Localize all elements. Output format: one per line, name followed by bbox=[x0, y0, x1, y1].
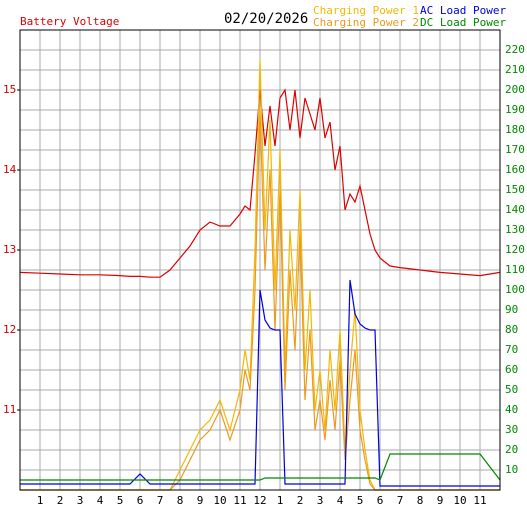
x-tick-label: 7 bbox=[157, 494, 164, 507]
x-tick-label: 3 bbox=[317, 494, 324, 507]
series-line bbox=[19, 88, 501, 278]
y-tick-label: 15 bbox=[3, 83, 16, 96]
y-tick-label: 14 bbox=[3, 163, 17, 176]
legend-label: AC Load Power bbox=[420, 4, 506, 17]
x-tick-label: 9 bbox=[197, 494, 204, 507]
x-tick-label: 1 bbox=[277, 494, 284, 507]
y2-tick-label: 40 bbox=[505, 403, 518, 416]
y2-tick-label: 150 bbox=[505, 183, 525, 196]
x-tick-label: 7 bbox=[397, 494, 404, 507]
x-tick-label: 1 bbox=[37, 494, 44, 507]
legend-label: Charging Power 1 bbox=[313, 4, 419, 17]
x-tick-label: 2 bbox=[297, 494, 304, 507]
chart-title: 02/20/2026 bbox=[224, 11, 308, 27]
legend-label: DC Load Power bbox=[420, 16, 506, 29]
y2-tick-label: 140 bbox=[505, 203, 525, 216]
y-tick-label: 13 bbox=[3, 243, 16, 256]
x-tick-label: 2 bbox=[57, 494, 64, 507]
x-tick-label: 6 bbox=[377, 494, 384, 507]
y2-tick-label: 70 bbox=[505, 343, 518, 356]
y2-tick-label: 190 bbox=[505, 103, 525, 116]
y2-tick-label: 120 bbox=[505, 243, 525, 256]
y-tick-label: 11 bbox=[3, 403, 16, 416]
x-tick-label: 5 bbox=[117, 494, 124, 507]
y2-tick-label: 110 bbox=[505, 263, 525, 276]
y2-tick-label: 20 bbox=[505, 443, 518, 456]
y2-tick-label: 90 bbox=[505, 303, 518, 316]
y2-tick-label: 220 bbox=[505, 43, 525, 56]
x-tick-label: 5 bbox=[357, 494, 364, 507]
y2-tick-label: 130 bbox=[505, 223, 525, 236]
x-tick-label: 11 bbox=[233, 494, 246, 507]
x-tick-label: 4 bbox=[97, 494, 104, 507]
x-tick-label: 3 bbox=[77, 494, 84, 507]
y2-tick-label: 180 bbox=[505, 123, 525, 136]
x-tick-label: 12 bbox=[253, 494, 266, 507]
x-tick-label: 8 bbox=[417, 494, 424, 507]
y2-tick-label: 30 bbox=[505, 423, 518, 436]
x-tick-label: 10 bbox=[213, 494, 226, 507]
x-tick-label: 6 bbox=[137, 494, 144, 507]
series-line bbox=[20, 453, 501, 481]
x-tick-label: 8 bbox=[177, 494, 184, 507]
x-tick-label: 10 bbox=[453, 494, 466, 507]
x-tick-label: 4 bbox=[337, 494, 344, 507]
y2-tick-label: 200 bbox=[505, 83, 525, 96]
y2-tick-label: 80 bbox=[505, 323, 518, 336]
y2-tick-label: 170 bbox=[505, 143, 525, 156]
x-tick-label: 9 bbox=[437, 494, 444, 507]
y2-tick-label: 10 bbox=[505, 463, 518, 476]
legend-label: Battery Voltage bbox=[20, 15, 119, 28]
legend-label: Charging Power 2 bbox=[313, 16, 419, 29]
y-tick-label: 12 bbox=[3, 323, 16, 336]
x-tick-label: 11 bbox=[473, 494, 486, 507]
y2-tick-label: 50 bbox=[505, 383, 518, 396]
y2-tick-label: 100 bbox=[505, 283, 525, 296]
y2-tick-label: 210 bbox=[505, 63, 525, 76]
plot-border bbox=[19, 29, 501, 491]
y2-tick-label: 60 bbox=[505, 363, 518, 376]
series-line bbox=[20, 279, 500, 487]
y2-tick-label: 160 bbox=[505, 163, 525, 176]
